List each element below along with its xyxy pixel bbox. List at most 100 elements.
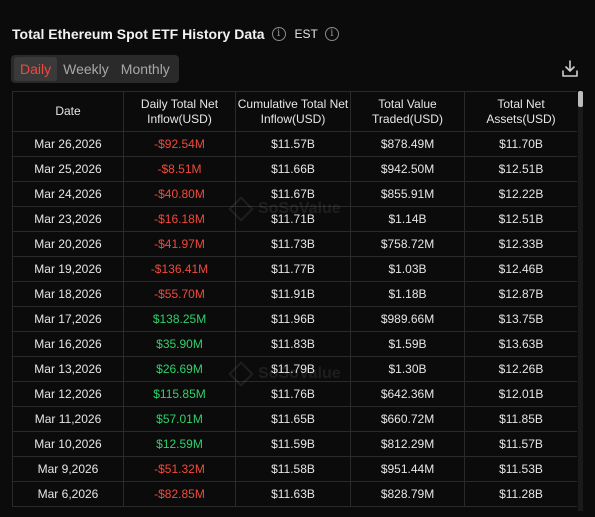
cumulative-inflow-cell: $11.59B: [235, 431, 351, 457]
cumulative-inflow-cell: $11.91B: [235, 281, 351, 307]
net-assets-cell: $11.28B: [464, 481, 577, 507]
net-assets-cell: $11.70B: [464, 131, 577, 157]
date-cell: Mar 12,2026: [12, 381, 124, 407]
value-traded-cell: $1.03B: [350, 256, 465, 282]
net-assets-cell: $12.22B: [464, 181, 577, 207]
daily-inflow-cell: $26.69M: [123, 356, 236, 382]
table-row[interactable]: Mar 9,2026 -$51.32M $11.58B $951.44M $11.53B: [12, 456, 577, 482]
cumulative-inflow-cell: $11.79B: [235, 356, 351, 382]
date-cell: Mar 16,2026: [12, 331, 124, 357]
table-row[interactable]: Mar 10,2026 $12.59M $11.59B $812.29M $11.57B: [12, 431, 577, 457]
date-cell: Mar 24,2026: [12, 181, 124, 207]
net-assets-cell: $12.33B: [464, 231, 577, 257]
timezone-label: EST: [294, 27, 318, 41]
history-table-container: Date Daily Total Net Inflow(USD) Cumulat…: [12, 91, 577, 511]
table-row[interactable]: Mar 12,2026 $115.85M $11.76B $642.36M $12.01…: [12, 381, 577, 407]
net-assets-cell: $11.57B: [464, 431, 577, 457]
table-row[interactable]: Mar 17,2026 $138.25M $11.96B $989.66M $13.75…: [12, 306, 577, 332]
daily-inflow-cell: $57.01M: [123, 406, 236, 432]
value-traded-cell: $642.36M: [350, 381, 465, 407]
table-body: Mar 26,2026 -$92.54M $11.57B $878.49M $11.70…: [12, 131, 577, 507]
timezone-info-icon[interactable]: i: [324, 27, 339, 41]
date-cell: Mar 25,2026: [12, 156, 124, 182]
tab-weekly[interactable]: Weekly: [63, 61, 109, 77]
value-traded-cell: $1.30B: [350, 356, 465, 382]
period-tabs: Daily Weekly Monthly: [11, 55, 179, 83]
value-traded-cell: $660.72M: [350, 406, 465, 432]
table-row[interactable]: Mar 19,2026 -$136.41M $11.77B $1.03B $12.46B: [12, 256, 577, 282]
cumulative-inflow-cell: $11.83B: [235, 331, 351, 357]
scrollbar-thumb[interactable]: [578, 91, 583, 107]
table-row[interactable]: Mar 23,2026 -$16.18M $11.71B $1.14B $12.51B: [12, 206, 577, 232]
daily-inflow-cell: -$136.41M: [123, 256, 236, 282]
table-row[interactable]: Mar 16,2026 $35.90M $11.83B $1.59B $13.63B: [12, 331, 577, 357]
date-cell: Mar 6,2026: [12, 481, 124, 507]
daily-inflow-cell: $115.85M: [123, 381, 236, 407]
date-cell: Mar 13,2026: [12, 356, 124, 382]
daily-inflow-cell: $12.59M: [123, 431, 236, 457]
date-cell: Mar 9,2026: [12, 456, 124, 482]
net-assets-cell: $11.53B: [464, 456, 577, 482]
date-cell: Mar 17,2026: [12, 306, 124, 332]
table-row[interactable]: Mar 11,2026 $57.01M $11.65B $660.72M $11.85B: [12, 406, 577, 432]
value-traded-cell: $989.66M: [350, 306, 465, 332]
cumulative-inflow-cell: $11.57B: [235, 131, 351, 157]
net-assets-cell: $12.51B: [464, 156, 577, 182]
value-traded-cell: $828.79M: [350, 481, 465, 507]
header: Total Ethereum Spot ETF History Data i E…: [12, 24, 339, 44]
table-row[interactable]: Mar 20,2026 -$41.97M $11.73B $758.72M $12.33…: [12, 231, 577, 257]
scrollbar-track[interactable]: [578, 91, 583, 511]
daily-inflow-cell: -$16.18M: [123, 206, 236, 232]
net-assets-cell: $13.75B: [464, 306, 577, 332]
table-row[interactable]: Mar 24,2026 -$40.80M $11.67B $855.91M $12.22…: [12, 181, 577, 207]
tab-daily[interactable]: Daily: [14, 57, 58, 81]
daily-inflow-cell: -$41.97M: [123, 231, 236, 257]
column-header-date[interactable]: Date: [12, 91, 124, 132]
net-assets-cell: $12.26B: [464, 356, 577, 382]
cumulative-inflow-cell: $11.63B: [235, 481, 351, 507]
value-traded-cell: $942.50M: [350, 156, 465, 182]
daily-inflow-cell: -$92.54M: [123, 131, 236, 157]
table-row[interactable]: Mar 6,2026 -$82.85M $11.63B $828.79M $11.28B: [12, 481, 577, 507]
daily-inflow-cell: $138.25M: [123, 306, 236, 332]
value-traded-cell: $1.14B: [350, 206, 465, 232]
value-traded-cell: $1.18B: [350, 281, 465, 307]
download-icon[interactable]: [560, 59, 580, 79]
table-row[interactable]: Mar 13,2026 $26.69M $11.79B $1.30B $12.26B: [12, 356, 577, 382]
table-row[interactable]: Mar 26,2026 -$92.54M $11.57B $878.49M $11.70…: [12, 131, 577, 157]
net-assets-cell: $13.63B: [464, 331, 577, 357]
date-cell: Mar 23,2026: [12, 206, 124, 232]
value-traded-cell: $855.91M: [350, 181, 465, 207]
daily-inflow-cell: $35.90M: [123, 331, 236, 357]
cumulative-inflow-cell: $11.65B: [235, 406, 351, 432]
info-icon[interactable]: i: [271, 27, 286, 41]
table-row[interactable]: Mar 18,2026 -$55.70M $11.91B $1.18B $12.87B: [12, 281, 577, 307]
column-header-value-traded[interactable]: Total Value Traded(USD): [350, 91, 465, 132]
cumulative-inflow-cell: $11.96B: [235, 306, 351, 332]
cumulative-inflow-cell: $11.77B: [235, 256, 351, 282]
daily-inflow-cell: -$82.85M: [123, 481, 236, 507]
column-header-cumulative-inflow[interactable]: Cumulative Total Net Inflow(USD): [235, 91, 351, 132]
value-traded-cell: $812.29M: [350, 431, 465, 457]
page-title: Total Ethereum Spot ETF History Data: [12, 26, 265, 42]
table-row[interactable]: Mar 25,2026 -$8.51M $11.66B $942.50M $12.51B: [12, 156, 577, 182]
value-traded-cell: $878.49M: [350, 131, 465, 157]
date-cell: Mar 20,2026: [12, 231, 124, 257]
column-header-net-assets[interactable]: Total Net Assets(USD): [464, 91, 577, 132]
net-assets-cell: $12.46B: [464, 256, 577, 282]
tab-monthly[interactable]: Monthly: [120, 61, 170, 77]
cumulative-inflow-cell: $11.71B: [235, 206, 351, 232]
table-header-row: Date Daily Total Net Inflow(USD) Cumulat…: [12, 91, 577, 132]
date-cell: Mar 18,2026: [12, 281, 124, 307]
value-traded-cell: $758.72M: [350, 231, 465, 257]
column-header-daily-inflow[interactable]: Daily Total Net Inflow(USD): [123, 91, 236, 132]
date-cell: Mar 10,2026: [12, 431, 124, 457]
date-cell: Mar 19,2026: [12, 256, 124, 282]
cumulative-inflow-cell: $11.67B: [235, 181, 351, 207]
daily-inflow-cell: -$55.70M: [123, 281, 236, 307]
date-cell: Mar 11,2026: [12, 406, 124, 432]
value-traded-cell: $951.44M: [350, 456, 465, 482]
value-traded-cell: $1.59B: [350, 331, 465, 357]
history-table: Date Daily Total Net Inflow(USD) Cumulat…: [12, 91, 577, 507]
